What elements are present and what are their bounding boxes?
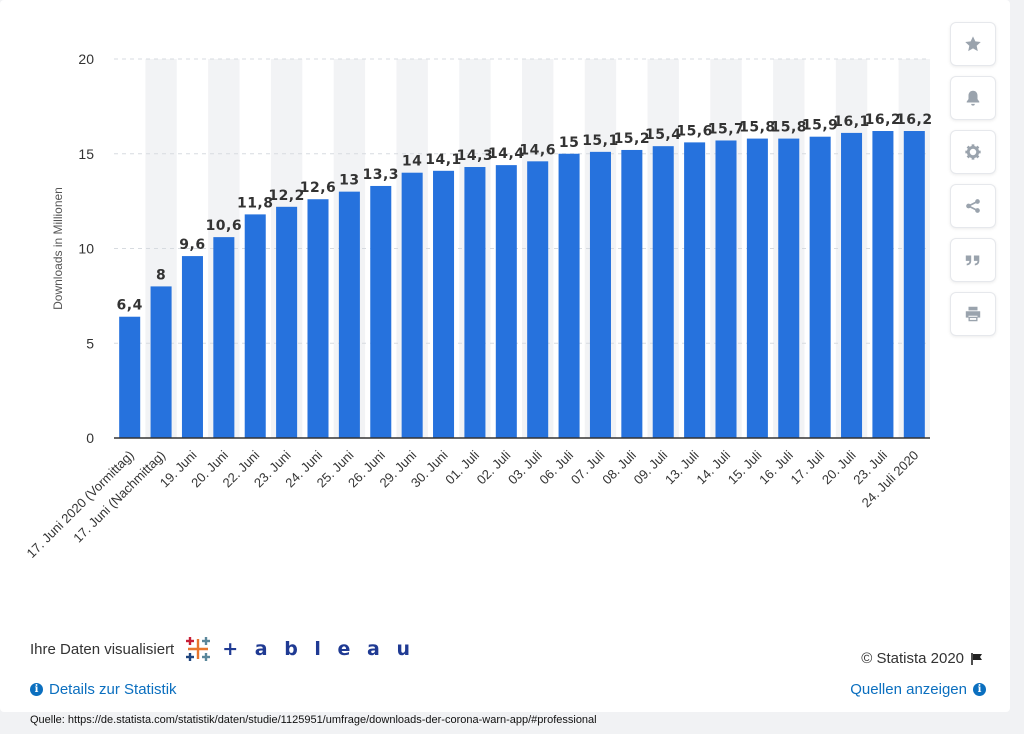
value-label: 13,3 bbox=[362, 167, 399, 183]
bell-icon bbox=[966, 90, 980, 106]
bar bbox=[558, 153, 580, 438]
bar bbox=[276, 206, 298, 438]
bar bbox=[652, 146, 674, 439]
bar bbox=[684, 142, 706, 438]
bar bbox=[715, 140, 737, 439]
star-icon bbox=[965, 36, 981, 52]
details-link[interactable]: i Details zur Statistik bbox=[30, 681, 177, 698]
y-tick-label: 0 bbox=[86, 430, 94, 446]
x-tick-label: 03. Juli bbox=[505, 447, 545, 487]
value-label: 14,6 bbox=[519, 142, 556, 158]
flag-icon bbox=[971, 652, 982, 665]
value-label: 15,7 bbox=[708, 121, 745, 137]
tableau-logo-icon bbox=[186, 637, 211, 661]
tableau-wordmark: + a b l e a u bbox=[222, 638, 416, 660]
source-note: Quelle: https://de.statista.com/statisti… bbox=[30, 714, 597, 726]
y-tick-label: 15 bbox=[78, 146, 94, 162]
value-label: 14,3 bbox=[457, 148, 494, 164]
value-label: 15,2 bbox=[614, 131, 651, 147]
settings-button[interactable] bbox=[950, 130, 996, 174]
notification-button[interactable] bbox=[950, 76, 996, 120]
value-label: 15,4 bbox=[645, 127, 682, 143]
bar bbox=[872, 131, 894, 438]
y-axis-title: Downloads in Millionen bbox=[51, 187, 65, 310]
info-icon: i bbox=[30, 683, 43, 696]
bar bbox=[746, 138, 768, 438]
value-label: 8 bbox=[156, 267, 166, 283]
bar bbox=[495, 165, 517, 438]
value-label: 16,2 bbox=[896, 112, 933, 128]
print-icon bbox=[965, 306, 981, 322]
x-tick-label: 06. Juli bbox=[536, 447, 576, 487]
bar bbox=[433, 170, 455, 438]
bar bbox=[527, 161, 549, 438]
chart-card: 0 5 10 15 20 Downloads in Millionen 6,4 17. Jun… bbox=[0, 0, 1010, 712]
value-label: 6,4 bbox=[117, 298, 143, 314]
value-label: 14 bbox=[402, 154, 422, 170]
viz-label: Ihre Daten visualisiert bbox=[30, 640, 175, 658]
x-tick-label: 14. Juli bbox=[693, 447, 733, 487]
bar bbox=[778, 138, 800, 438]
y-tick-label: 20 bbox=[78, 51, 94, 67]
value-label: 13 bbox=[339, 173, 359, 189]
bar bbox=[464, 167, 486, 438]
sources-link[interactable]: Quellen anzeigen i bbox=[850, 681, 986, 698]
x-tick-label: 01. Juli bbox=[442, 447, 482, 487]
value-label: 16,2 bbox=[865, 112, 902, 128]
y-tick-label: 10 bbox=[78, 241, 94, 257]
bar bbox=[244, 214, 266, 438]
details-link-text: Details zur Statistik bbox=[49, 681, 177, 698]
x-tick-label: 20. Juli bbox=[819, 447, 859, 487]
x-tick-label: 07. Juli bbox=[568, 447, 608, 487]
value-label: 14,1 bbox=[425, 152, 462, 168]
value-label: 15,8 bbox=[770, 120, 807, 136]
value-label: 11,8 bbox=[237, 195, 274, 211]
bar bbox=[621, 149, 643, 438]
bar bbox=[338, 191, 360, 438]
gear-icon bbox=[965, 144, 981, 160]
value-label: 12,6 bbox=[300, 180, 337, 196]
bar bbox=[809, 136, 831, 438]
value-label: 12,2 bbox=[268, 188, 305, 204]
bar bbox=[119, 316, 141, 438]
share-icon bbox=[966, 199, 980, 213]
value-label: 9,6 bbox=[179, 237, 205, 253]
y-tick-label: 5 bbox=[86, 335, 94, 351]
share-button[interactable] bbox=[950, 184, 996, 228]
bar bbox=[370, 185, 392, 438]
bar bbox=[181, 256, 203, 438]
x-tick-label: 08. Juli bbox=[599, 447, 639, 487]
value-label: 15,1 bbox=[582, 133, 619, 149]
bar bbox=[213, 237, 235, 438]
print-button[interactable] bbox=[950, 292, 996, 336]
info-icon: i bbox=[973, 683, 986, 696]
bar bbox=[589, 151, 611, 439]
bar bbox=[903, 131, 925, 438]
copyright-text: © Statista 2020 bbox=[861, 650, 964, 667]
x-tick-label: 13. Juli bbox=[662, 447, 702, 487]
value-label: 15,6 bbox=[676, 123, 713, 139]
x-tick-label: 09. Juli bbox=[631, 447, 671, 487]
x-tick-label: 02. Juli bbox=[474, 447, 514, 487]
x-tick-label: 16. Juli bbox=[756, 447, 796, 487]
value-label: 14,4 bbox=[488, 146, 525, 162]
sources-link-text: Quellen anzeigen bbox=[850, 681, 967, 698]
bar bbox=[307, 199, 329, 438]
value-label: 15,9 bbox=[802, 118, 839, 134]
tableau-promo[interactable]: Ihre Daten visualisiert + a b l e a u bbox=[30, 636, 415, 662]
value-label: 10,6 bbox=[206, 218, 243, 234]
x-tick-label: 17. Juli bbox=[788, 447, 828, 487]
bar bbox=[841, 132, 863, 438]
x-tick-label: 15. Juli bbox=[725, 447, 765, 487]
value-label: 16,1 bbox=[833, 114, 870, 130]
bar bbox=[401, 172, 423, 438]
cite-button[interactable] bbox=[950, 238, 996, 282]
bar bbox=[150, 286, 172, 438]
value-label: 15 bbox=[559, 135, 579, 151]
quote-icon bbox=[965, 255, 980, 266]
copyright: © Statista 2020 bbox=[861, 650, 984, 667]
favorite-button[interactable] bbox=[950, 22, 996, 66]
value-label: 15,8 bbox=[739, 120, 776, 136]
